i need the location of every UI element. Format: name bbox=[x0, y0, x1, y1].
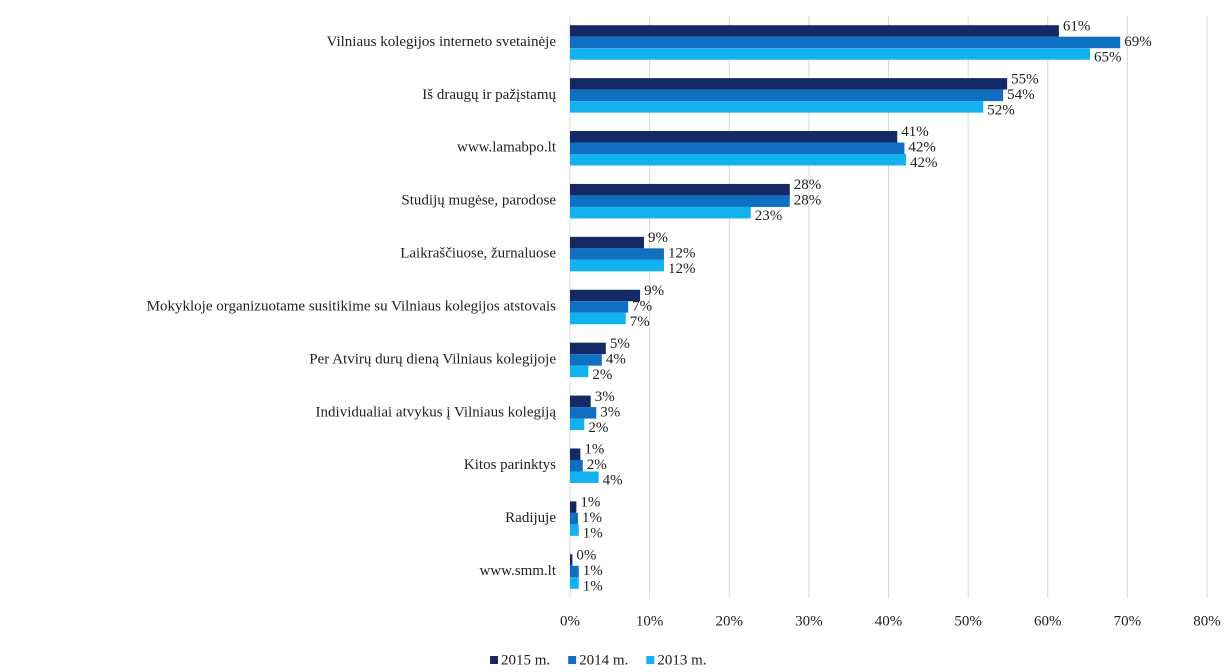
data-label: 4% bbox=[603, 473, 623, 489]
bar bbox=[570, 354, 602, 366]
x-tick-label: 10% bbox=[636, 613, 664, 629]
bar bbox=[570, 301, 629, 313]
bar bbox=[570, 418, 585, 431]
data-label: 23% bbox=[755, 208, 783, 224]
data-label: 9% bbox=[648, 230, 668, 246]
bar bbox=[570, 407, 597, 419]
bar bbox=[570, 501, 577, 513]
data-label: 5% bbox=[610, 336, 630, 352]
data-label: 4% bbox=[606, 351, 626, 367]
bar bbox=[570, 195, 790, 207]
bar bbox=[570, 577, 579, 589]
bar bbox=[570, 183, 790, 196]
bar bbox=[570, 25, 1059, 37]
x-tick-label: 80% bbox=[1193, 613, 1221, 629]
data-label: 0% bbox=[576, 547, 596, 563]
bar bbox=[570, 36, 1121, 49]
data-label: 65% bbox=[1094, 49, 1122, 65]
legend-swatch bbox=[646, 656, 655, 664]
bar bbox=[570, 206, 751, 219]
x-tick-label: 30% bbox=[795, 613, 823, 629]
x-tick-label: 20% bbox=[716, 613, 744, 629]
data-label: 1% bbox=[583, 578, 603, 594]
data-label: 1% bbox=[583, 563, 603, 579]
data-label: 7% bbox=[632, 298, 652, 314]
data-label: 2% bbox=[592, 367, 612, 383]
category-label: Individualiai atvykus į Vilniaus kolegij… bbox=[316, 404, 557, 420]
data-label: 69% bbox=[1124, 34, 1152, 50]
data-label: 3% bbox=[595, 389, 615, 405]
data-label: 1% bbox=[582, 510, 602, 526]
bar bbox=[570, 365, 589, 378]
data-label: 52% bbox=[987, 102, 1015, 118]
category-label: Laikraščiuose, žurnaluose bbox=[400, 246, 556, 262]
bar bbox=[570, 48, 1090, 60]
bar bbox=[570, 154, 907, 166]
data-label: 42% bbox=[910, 155, 938, 171]
bar bbox=[570, 459, 583, 472]
data-label: 54% bbox=[1007, 87, 1034, 103]
bar bbox=[570, 289, 641, 302]
category-label: www.lamabpo.lt bbox=[457, 140, 557, 156]
bar bbox=[570, 342, 606, 355]
bar bbox=[570, 471, 599, 483]
data-label: 3% bbox=[600, 404, 620, 420]
bar bbox=[570, 89, 1004, 102]
category-label: Kitos parinktys bbox=[464, 457, 556, 473]
category-label: Radijuje bbox=[505, 510, 556, 526]
data-label: 1% bbox=[584, 442, 604, 458]
category-label: Iš draugų ir pažįstamų bbox=[422, 87, 556, 103]
category-label: www.smm.lt bbox=[479, 563, 556, 579]
bar bbox=[570, 448, 581, 460]
data-label: 42% bbox=[908, 140, 936, 156]
data-label: 1% bbox=[580, 495, 600, 511]
category-label: Studijų mugėse, parodose bbox=[401, 193, 556, 209]
bar bbox=[570, 131, 898, 143]
legend-swatch bbox=[568, 656, 577, 664]
data-label: 61% bbox=[1063, 18, 1091, 34]
data-label: 2% bbox=[587, 457, 607, 473]
category-label: Vilniaus kolegijos interneto svetainėje bbox=[327, 34, 557, 50]
data-label: 1% bbox=[583, 526, 603, 542]
category-label: Per Atvirų durų dieną Vilniaus kolegijoj… bbox=[309, 351, 556, 367]
category-label: Mokykloje organizuotame susitikime su Vi… bbox=[147, 298, 557, 314]
legend-label: 2015 m. bbox=[501, 652, 550, 668]
data-label: 2% bbox=[588, 420, 608, 436]
bar bbox=[570, 312, 626, 325]
data-label: 12% bbox=[668, 246, 696, 262]
bar bbox=[570, 248, 664, 260]
data-label: 28% bbox=[794, 177, 822, 193]
bar bbox=[570, 142, 905, 155]
data-label: 28% bbox=[794, 193, 822, 209]
bar bbox=[570, 524, 579, 536]
data-label: 9% bbox=[644, 283, 664, 299]
data-label: 55% bbox=[1011, 71, 1039, 87]
bar bbox=[570, 565, 579, 578]
bar bbox=[570, 259, 664, 272]
legend-label: 2014 m. bbox=[579, 652, 628, 668]
x-tick-label: 0% bbox=[560, 613, 580, 629]
x-tick-label: 40% bbox=[875, 613, 903, 629]
legend-label: 2013 m. bbox=[657, 652, 706, 668]
x-tick-label: 50% bbox=[954, 613, 982, 629]
x-tick-label: 70% bbox=[1114, 613, 1142, 629]
data-label: 7% bbox=[630, 314, 650, 330]
bar bbox=[570, 554, 573, 566]
legend-swatch bbox=[490, 656, 498, 664]
bar bbox=[570, 236, 645, 249]
data-label: 12% bbox=[668, 261, 696, 277]
data-label: 41% bbox=[901, 124, 929, 140]
bar bbox=[570, 101, 984, 113]
bar bbox=[570, 512, 578, 525]
x-tick-label: 60% bbox=[1034, 613, 1062, 629]
bar bbox=[570, 395, 591, 408]
bar bbox=[570, 78, 1008, 90]
